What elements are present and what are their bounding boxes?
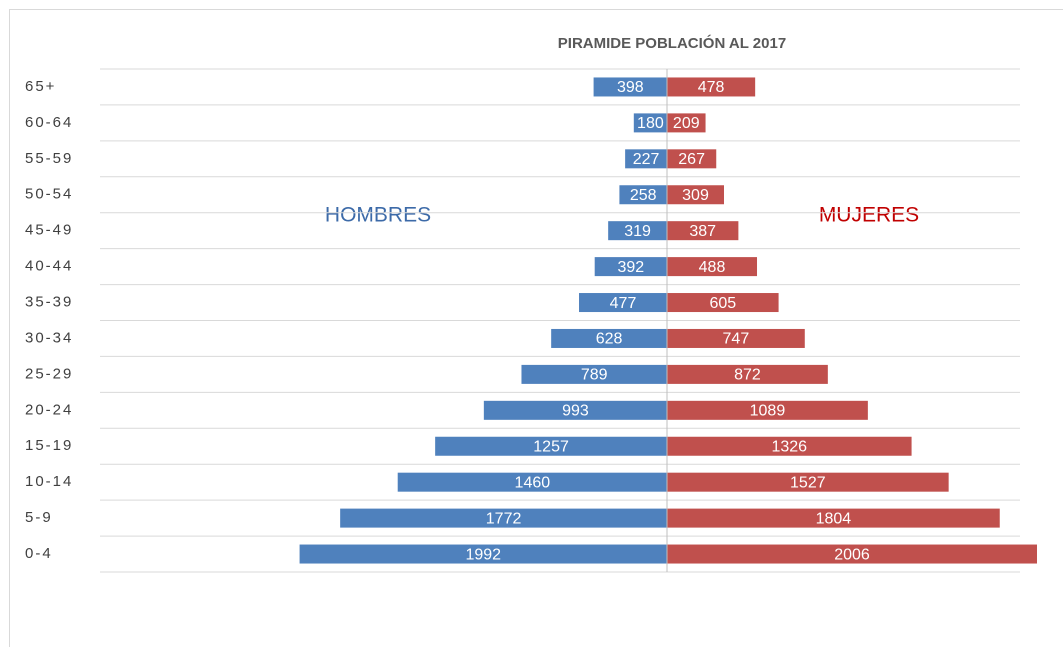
data-label: 628 — [596, 331, 623, 348]
data-label: 477 — [610, 295, 637, 312]
bar — [667, 400, 868, 420]
bar — [619, 185, 667, 205]
y-tick-label: 25-29 — [25, 365, 73, 382]
data-label: 398 — [617, 79, 644, 96]
data-label: 1804 — [816, 510, 852, 527]
data-label: 319 — [624, 223, 651, 240]
bar — [608, 221, 667, 241]
y-tick-label: 50-54 — [25, 186, 73, 203]
y-tick-label: 20-24 — [25, 401, 73, 418]
data-label: 387 — [689, 223, 716, 240]
bar — [667, 257, 758, 277]
y-tick-label: 0-4 — [25, 545, 53, 562]
data-label: 605 — [709, 295, 736, 312]
bar — [521, 364, 667, 384]
chart-title: PIRAMIDE POBLACIÓN AL 2017 — [558, 34, 786, 52]
bar — [667, 472, 949, 492]
bar — [667, 185, 724, 205]
data-label: 209 — [673, 115, 700, 132]
data-label: 1772 — [486, 510, 522, 527]
bar — [625, 149, 667, 169]
data-label: 1089 — [750, 403, 786, 420]
bar — [593, 77, 667, 97]
y-tick-label: 35-39 — [25, 294, 73, 311]
y-tick-label: 55-59 — [25, 150, 73, 167]
data-label: 488 — [699, 259, 726, 276]
data-label: 227 — [633, 151, 660, 168]
data-label: 180 — [637, 115, 664, 132]
data-label: 789 — [581, 367, 608, 384]
bar — [435, 436, 667, 456]
data-label: 1257 — [533, 438, 569, 455]
bar — [594, 257, 667, 277]
data-label: 392 — [617, 259, 644, 276]
bar — [667, 293, 779, 313]
data-label: 309 — [682, 187, 709, 204]
bar — [667, 544, 1037, 564]
bar — [667, 508, 1000, 528]
data-label: 1992 — [465, 546, 501, 563]
y-tick-label: 45-49 — [25, 222, 73, 239]
data-label: 993 — [562, 403, 589, 420]
data-label: 1326 — [771, 438, 807, 455]
y-tick-label: 40-44 — [25, 258, 73, 275]
bar — [299, 544, 667, 564]
bar — [667, 328, 805, 348]
bar — [667, 221, 739, 241]
series-label: MUJERES — [819, 204, 919, 227]
data-label: 872 — [734, 367, 761, 384]
bar — [397, 472, 667, 492]
bar — [667, 113, 706, 133]
bar — [667, 436, 912, 456]
data-label: 1460 — [515, 474, 551, 491]
y-tick-label: 15-19 — [25, 437, 73, 454]
chart-frame — [9, 9, 1063, 647]
bar — [633, 113, 667, 133]
bar — [667, 149, 717, 169]
data-label: 267 — [678, 151, 705, 168]
bar — [483, 400, 667, 420]
data-label: 747 — [723, 331, 750, 348]
bar — [579, 293, 667, 313]
y-tick-label: 65+ — [25, 78, 56, 95]
y-tick-label: 60-64 — [25, 114, 73, 131]
bar — [340, 508, 667, 528]
data-label: 258 — [630, 187, 657, 204]
series-label: HOMBRES — [325, 204, 431, 227]
bar — [667, 77, 756, 97]
y-tick-label: 5-9 — [25, 509, 53, 526]
y-tick-label: 30-34 — [25, 329, 73, 346]
data-label: 478 — [698, 79, 725, 96]
data-label: 1527 — [790, 474, 826, 491]
bar — [551, 328, 667, 348]
data-label: 2006 — [834, 546, 870, 563]
bar — [667, 364, 828, 384]
y-tick-label: 10-14 — [25, 473, 73, 490]
